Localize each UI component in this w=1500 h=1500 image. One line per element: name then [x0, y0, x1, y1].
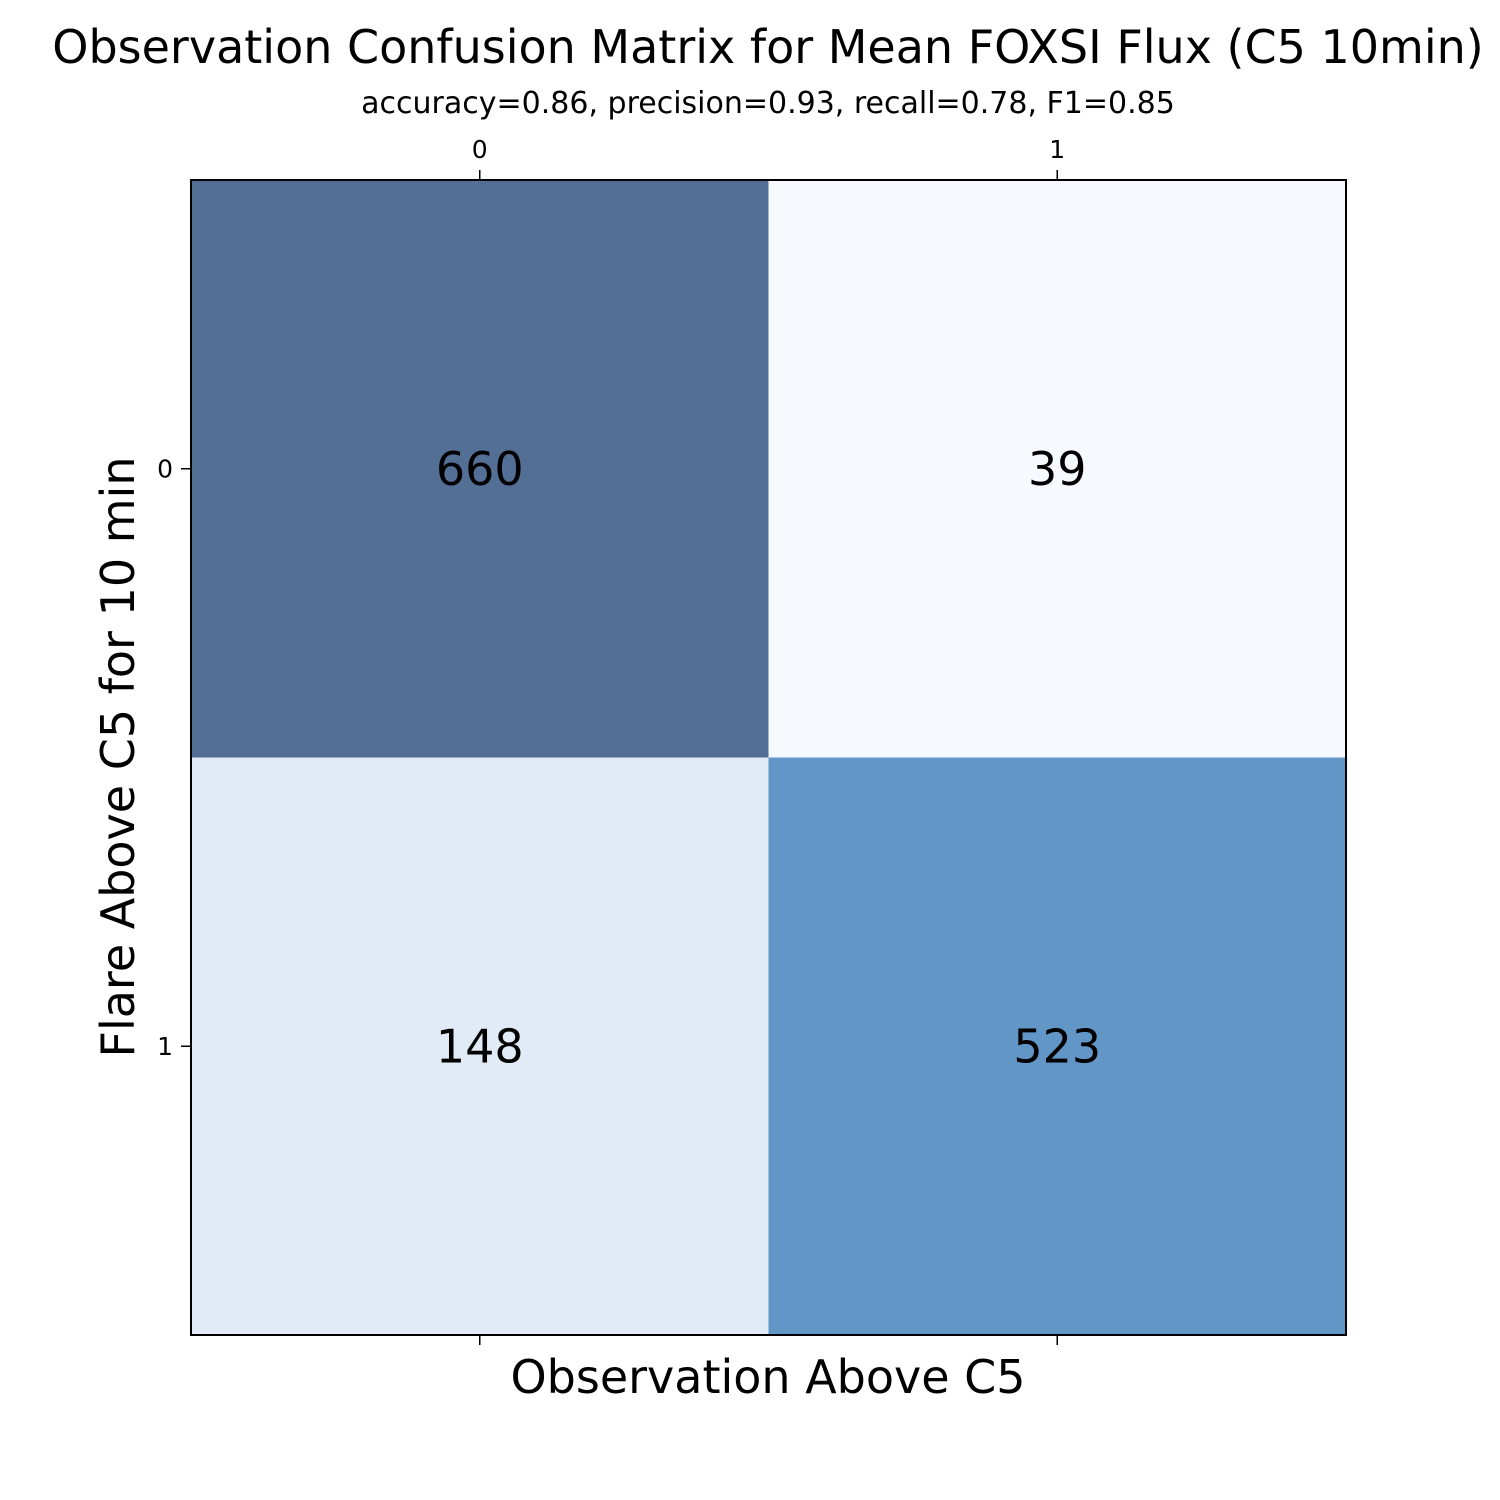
cell-value-label: 660	[436, 442, 524, 496]
x-tick-label: 0	[472, 135, 488, 164]
x-axis-label: Observation Above C5	[510, 1350, 1026, 1404]
matrix-cell	[768, 757, 1347, 1336]
cell-value-label: 148	[436, 1019, 524, 1073]
matrix-cell	[191, 180, 769, 758]
cell-value-label: 523	[1013, 1019, 1101, 1073]
plot-frame	[190, 179, 1347, 1336]
chart-title: Observation Confusion Matrix for Mean FO…	[52, 20, 1484, 74]
matrix-cell	[191, 757, 769, 1336]
y-tick-label: 0	[157, 454, 173, 483]
chart-subtitle: accuracy=0.86, precision=0.93, recall=0.…	[361, 86, 1175, 121]
matrix-cell	[768, 180, 1347, 758]
x-tick-label: 1	[1049, 135, 1065, 164]
y-tick-label: 1	[157, 1032, 173, 1061]
cell-value-label: 39	[1028, 442, 1087, 496]
